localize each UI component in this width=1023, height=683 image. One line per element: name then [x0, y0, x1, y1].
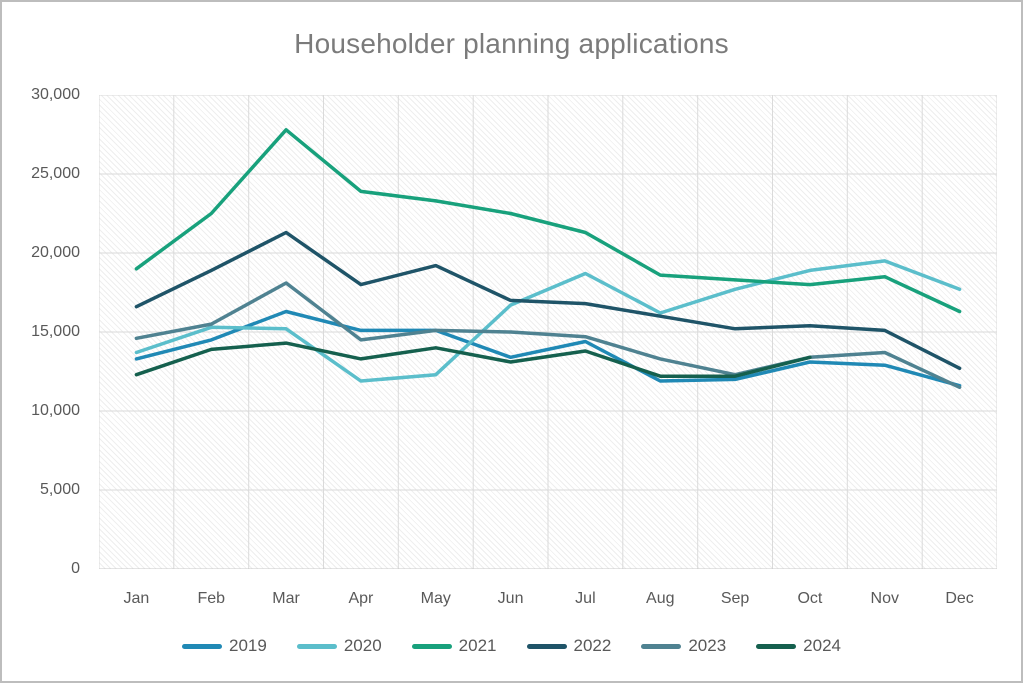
x-tick-label: Jun — [497, 590, 524, 607]
legend-item-2024: 2024 — [756, 636, 841, 656]
legend-item-2023: 2023 — [641, 636, 726, 656]
x-tick-label: Apr — [348, 590, 374, 607]
legend-swatch-icon — [756, 643, 797, 649]
legend: 2019 2020 2021 2022 2023 2024 — [2, 636, 1021, 656]
x-tick-label: Sep — [720, 590, 750, 607]
legend-item-2020: 2020 — [296, 636, 382, 656]
x-tick-label: Dec — [945, 590, 974, 607]
y-tick-label: 5,000 — [39, 481, 80, 498]
x-tick-label: Oct — [797, 590, 823, 607]
legend-label: 2022 — [573, 636, 612, 655]
line-series-2024 — [134, 341, 812, 378]
chart-title: Householder planning applications — [294, 28, 729, 59]
x-tick-label: Aug — [646, 590, 675, 607]
legend-label: 2023 — [688, 636, 727, 655]
legend-item-2019: 2019 — [182, 636, 267, 656]
line-series-2023 — [134, 281, 962, 390]
line-series-2020 — [134, 259, 962, 383]
legend-swatch-icon — [296, 643, 337, 649]
legend-swatch-icon — [182, 643, 223, 649]
y-tick-label: 0 — [71, 560, 80, 577]
x-tick-label: Nov — [870, 590, 899, 607]
y-tick-label: 30,000 — [31, 86, 80, 103]
y-tick-label: 25,000 — [31, 165, 80, 182]
plot-area — [99, 95, 997, 569]
legend-label: 2019 — [229, 636, 267, 655]
legend-item-2022: 2022 — [526, 636, 612, 656]
x-tick-label: May — [420, 590, 451, 607]
legend-swatch-icon — [526, 643, 567, 649]
legend-swatch-icon — [411, 643, 452, 649]
y-tick-label: 10,000 — [31, 402, 80, 419]
x-tick-label: Feb — [197, 590, 226, 607]
plot-svg — [99, 95, 997, 569]
y-tick-label: 20,000 — [31, 244, 80, 261]
legend-label: 2021 — [458, 636, 497, 655]
legend-item-2021: 2021 — [411, 636, 497, 656]
line-series-2022 — [134, 230, 962, 371]
line-series-2021 — [134, 128, 962, 314]
y-tick-label: 15,000 — [31, 323, 80, 340]
legend-label: 2024 — [803, 636, 841, 655]
legend-label: 2020 — [343, 636, 382, 655]
x-tick-label: Mar — [272, 590, 300, 607]
legend-swatch-icon — [641, 643, 682, 649]
x-tick-label: Jul — [575, 590, 596, 607]
line-series-2019 — [134, 309, 962, 388]
x-tick-label: Jan — [123, 590, 150, 607]
